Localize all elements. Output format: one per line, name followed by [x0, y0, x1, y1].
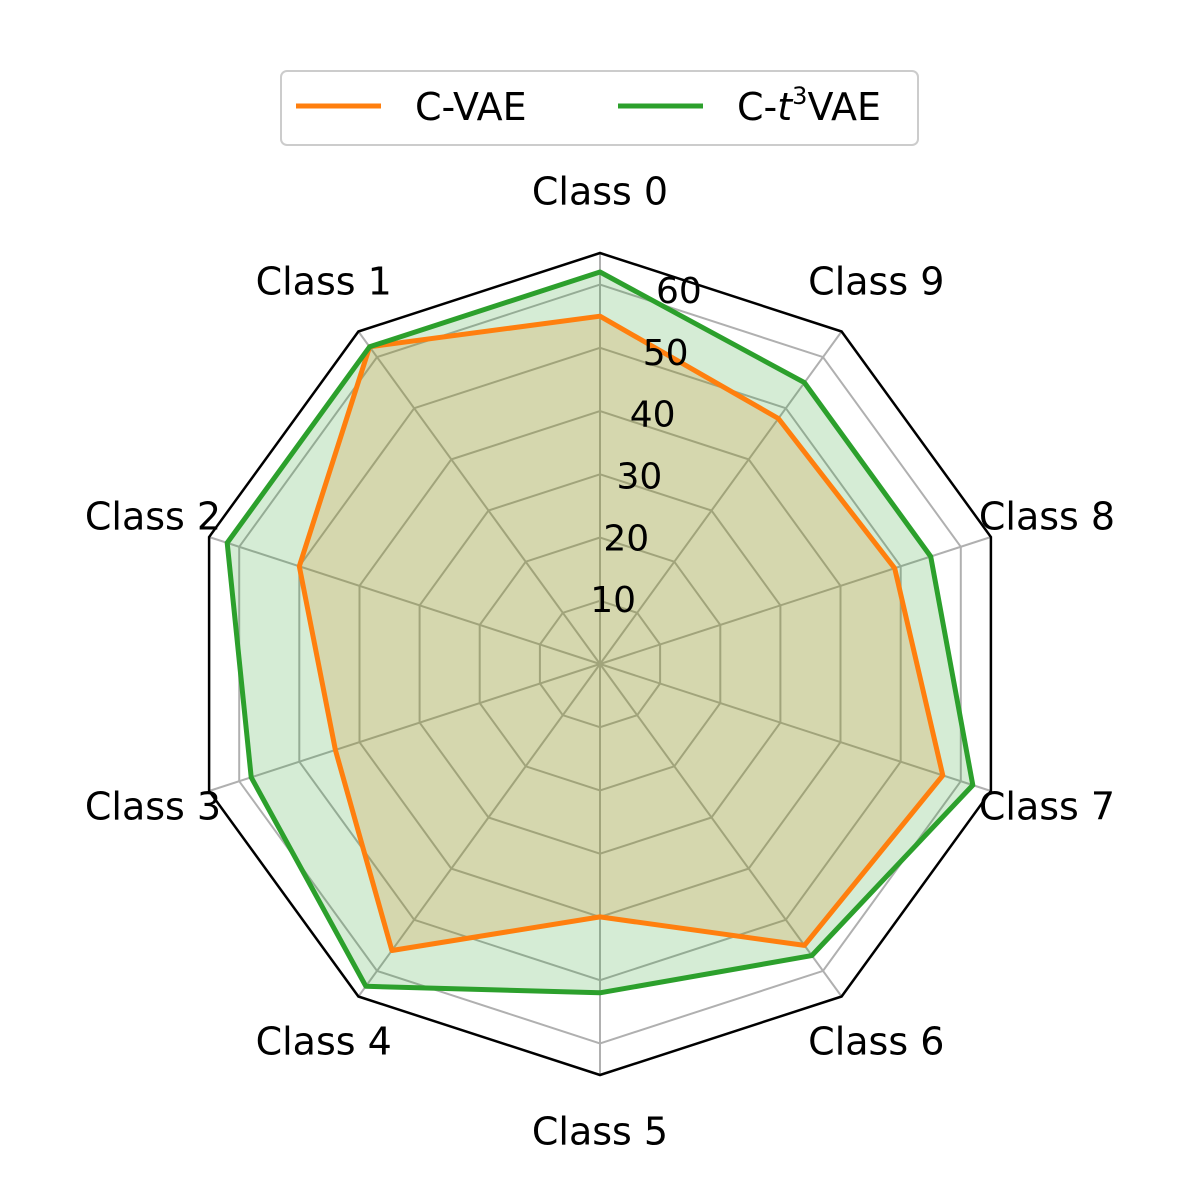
radial-tick-label: 60 — [656, 271, 702, 312]
category-label: Class 0 — [532, 170, 668, 214]
radial-tick-label: 30 — [616, 457, 662, 498]
frame-polygon — [207, 251, 993, 1077]
grid-spoke — [357, 663, 601, 998]
category-labels: Class 0 Class 1 Class 2 Class 3 Class 4 Class… — [85, 170, 1115, 1154]
category-label: Class 6 — [808, 1020, 944, 1064]
radial-tick-label: 10 — [590, 580, 636, 621]
radial-tick-label: 20 — [603, 518, 649, 559]
legend: C-VAE C-t3VAE — [280, 70, 919, 146]
grid-spoke — [599, 536, 992, 665]
legend-box — [280, 70, 919, 146]
radial-tick-label: 40 — [630, 395, 676, 436]
series-line-c-t3vae — [224, 269, 976, 996]
grid-spoke — [599, 663, 992, 792]
grid-spoke — [357, 330, 601, 665]
grid — [208, 253, 992, 1075]
category-label: Class 8 — [979, 494, 1115, 538]
category-label: Class 1 — [256, 259, 392, 303]
radial-tick-labels: 10 20 30 40 50 60 — [590, 271, 702, 621]
category-label: Class 3 — [85, 785, 221, 829]
category-label: Class 2 — [85, 494, 221, 538]
series-area-c-vae — [299, 316, 943, 951]
legend-label-c-t3vae: C-t3VAE — [737, 82, 881, 129]
grid-spoke — [599, 663, 843, 998]
grid-spoke — [208, 536, 601, 665]
category-label: Class 4 — [256, 1020, 392, 1064]
grid-spoke — [208, 663, 601, 792]
category-label: Class 9 — [808, 259, 944, 303]
legend-label-c-vae: C-VAE — [415, 85, 527, 129]
category-label: Class 5 — [532, 1110, 668, 1154]
grid-spoke — [599, 330, 843, 665]
outer-frame — [207, 251, 993, 1077]
series-line-c-vae — [296, 313, 946, 953]
series-layer — [224, 269, 976, 996]
series-area-c-t3vae — [227, 272, 973, 993]
category-label: Class 7 — [979, 785, 1115, 829]
radial-tick-label: 50 — [643, 333, 689, 374]
